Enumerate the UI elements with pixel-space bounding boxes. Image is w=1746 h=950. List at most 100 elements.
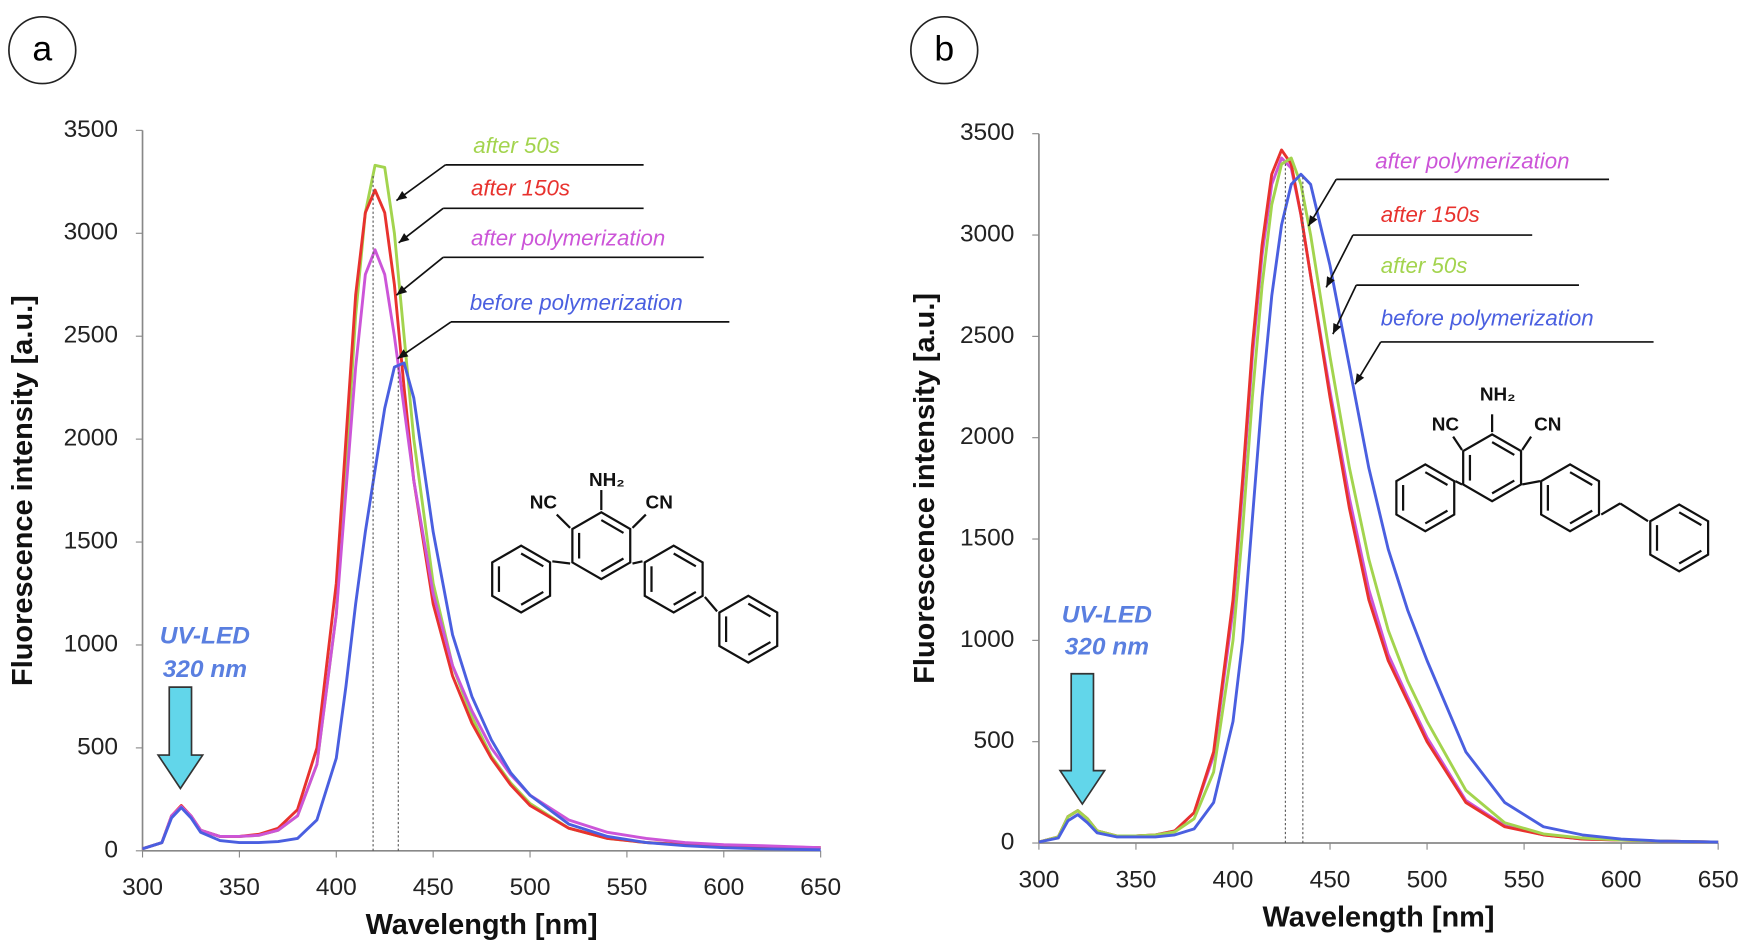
panel-label: a (32, 29, 52, 69)
arrow-head (1326, 276, 1335, 288)
arrow-head (396, 285, 408, 296)
x-tick-label: 450 (1310, 866, 1351, 893)
molecule-double-bond (673, 590, 697, 606)
y-tick-label: 1000 (64, 630, 118, 657)
molecule-bond (1521, 435, 1533, 451)
series-line (1038, 156, 1719, 844)
molecule-label: NC (530, 492, 558, 513)
x-axis-title: Wavelength [nm] (366, 909, 598, 941)
y-tick-label: 2500 (960, 322, 1014, 349)
molecule-double-bond (1569, 509, 1593, 525)
molecule-ring (643, 544, 704, 614)
series-line (142, 188, 821, 851)
molecule-double-bond (520, 590, 544, 606)
y-axis-title: Fluorescence intensity [a.u.] (909, 293, 941, 684)
x-tick-label: 400 (316, 874, 357, 901)
uv-annotation: 320 nm (163, 656, 247, 683)
molecule-double-bond (1424, 509, 1449, 525)
molecule-label: NC (1432, 414, 1460, 435)
panel: a 0 500 1000 1500 2000 2500 3000 3500 300 350 400 45… (7, 15, 841, 941)
panel-label-circle (910, 15, 979, 85)
x-tick-label: 500 (510, 874, 551, 901)
molecule-double-bond (1491, 441, 1515, 456)
x-tick-label: 600 (1601, 866, 1642, 893)
panel: b 0 500 1000 1500 2000 2500 3000 3500 300 350 400 45… (909, 15, 1739, 933)
uv-arrow (1058, 672, 1107, 806)
series-label: after 150s (471, 175, 570, 200)
molecule-ring (1462, 433, 1523, 503)
x-tick-label: 300 (122, 874, 163, 901)
series-label: after polymerization (1375, 149, 1569, 174)
series-label: before polymerization (1381, 306, 1594, 331)
molecule-double-bond (1678, 549, 1702, 565)
molecule-label: NH₂ (589, 470, 625, 491)
molecule-double-bond (747, 641, 772, 656)
molecule-bond (632, 560, 643, 565)
uv-annotation: 320 nm (1065, 634, 1149, 661)
y-tick-label: 1500 (64, 528, 118, 555)
series-line (1038, 148, 1719, 844)
series-line (1038, 156, 1719, 844)
uv-arrow (156, 686, 205, 790)
uv-annotation: UV-LED (1062, 601, 1152, 628)
panel-label-circle (8, 15, 77, 85)
y-tick-label: 500 (77, 733, 118, 760)
molecule-ring (491, 544, 552, 614)
molecule-double-bond (520, 552, 544, 568)
series-line (142, 361, 821, 852)
molecule-bond (552, 560, 571, 565)
molecule-ring (1649, 503, 1710, 573)
series-line (142, 163, 821, 851)
x-tick-label: 400 (1213, 866, 1254, 893)
x-tick-label: 300 (1018, 866, 1059, 893)
molecule-double-bond (1491, 479, 1515, 495)
x-axis-title: Wavelength [nm] (1263, 901, 1495, 933)
y-tick-label: 1500 (960, 524, 1014, 551)
molecule-bond (1619, 502, 1649, 523)
series-label: after polymerization (471, 225, 665, 250)
arrow-head (398, 233, 410, 243)
x-tick-label: 350 (1116, 866, 1157, 893)
molecule-label: NH₂ (1480, 384, 1516, 405)
molecule-bond (1521, 480, 1541, 486)
molecule-double-bond (600, 557, 625, 573)
x-tick-label: 450 (413, 874, 454, 901)
arrow-head (1332, 323, 1342, 335)
molecule-bond (704, 596, 718, 613)
y-tick-label: 2500 (64, 322, 118, 349)
y-tick-label: 0 (104, 836, 118, 863)
x-tick-label: 350 (219, 874, 260, 901)
label-arrow (397, 321, 452, 360)
x-tick-label: 600 (703, 874, 744, 901)
y-tick-label: 2000 (960, 423, 1014, 450)
series-label: before polymerization (470, 290, 683, 315)
molecule-label: CN (1534, 414, 1561, 435)
series-line (142, 248, 821, 851)
molecule-double-bond (673, 552, 697, 568)
x-tick-label: 650 (1698, 866, 1739, 893)
arrow-head (1355, 373, 1365, 385)
arrow-head (397, 349, 409, 359)
y-tick-label: 3500 (960, 119, 1014, 146)
series-label: after 150s (1381, 202, 1480, 227)
molecule-double-bond (1678, 511, 1702, 527)
molecule-ring (1540, 463, 1601, 533)
molecule-bond (631, 513, 647, 529)
molecule-double-bond (747, 602, 772, 618)
x-tick-label: 550 (606, 874, 647, 901)
series-label: after 50s (1381, 253, 1468, 278)
y-tick-label: 0 (1001, 828, 1015, 855)
molecule-bond (555, 513, 571, 529)
molecule-double-bond (1424, 471, 1449, 486)
x-tick-label: 500 (1407, 866, 1448, 893)
molecule-ring (718, 594, 779, 664)
panel-label: b (934, 29, 954, 69)
y-axis-title: Fluorescence intensity [a.u.] (7, 295, 39, 686)
molecule-bond (1454, 480, 1463, 486)
molecule-bond (1600, 502, 1621, 516)
x-tick-label: 550 (1504, 866, 1545, 893)
y-tick-label: 3500 (64, 116, 118, 143)
molecule-ring (1395, 463, 1456, 533)
molecule-double-bond (600, 519, 625, 534)
